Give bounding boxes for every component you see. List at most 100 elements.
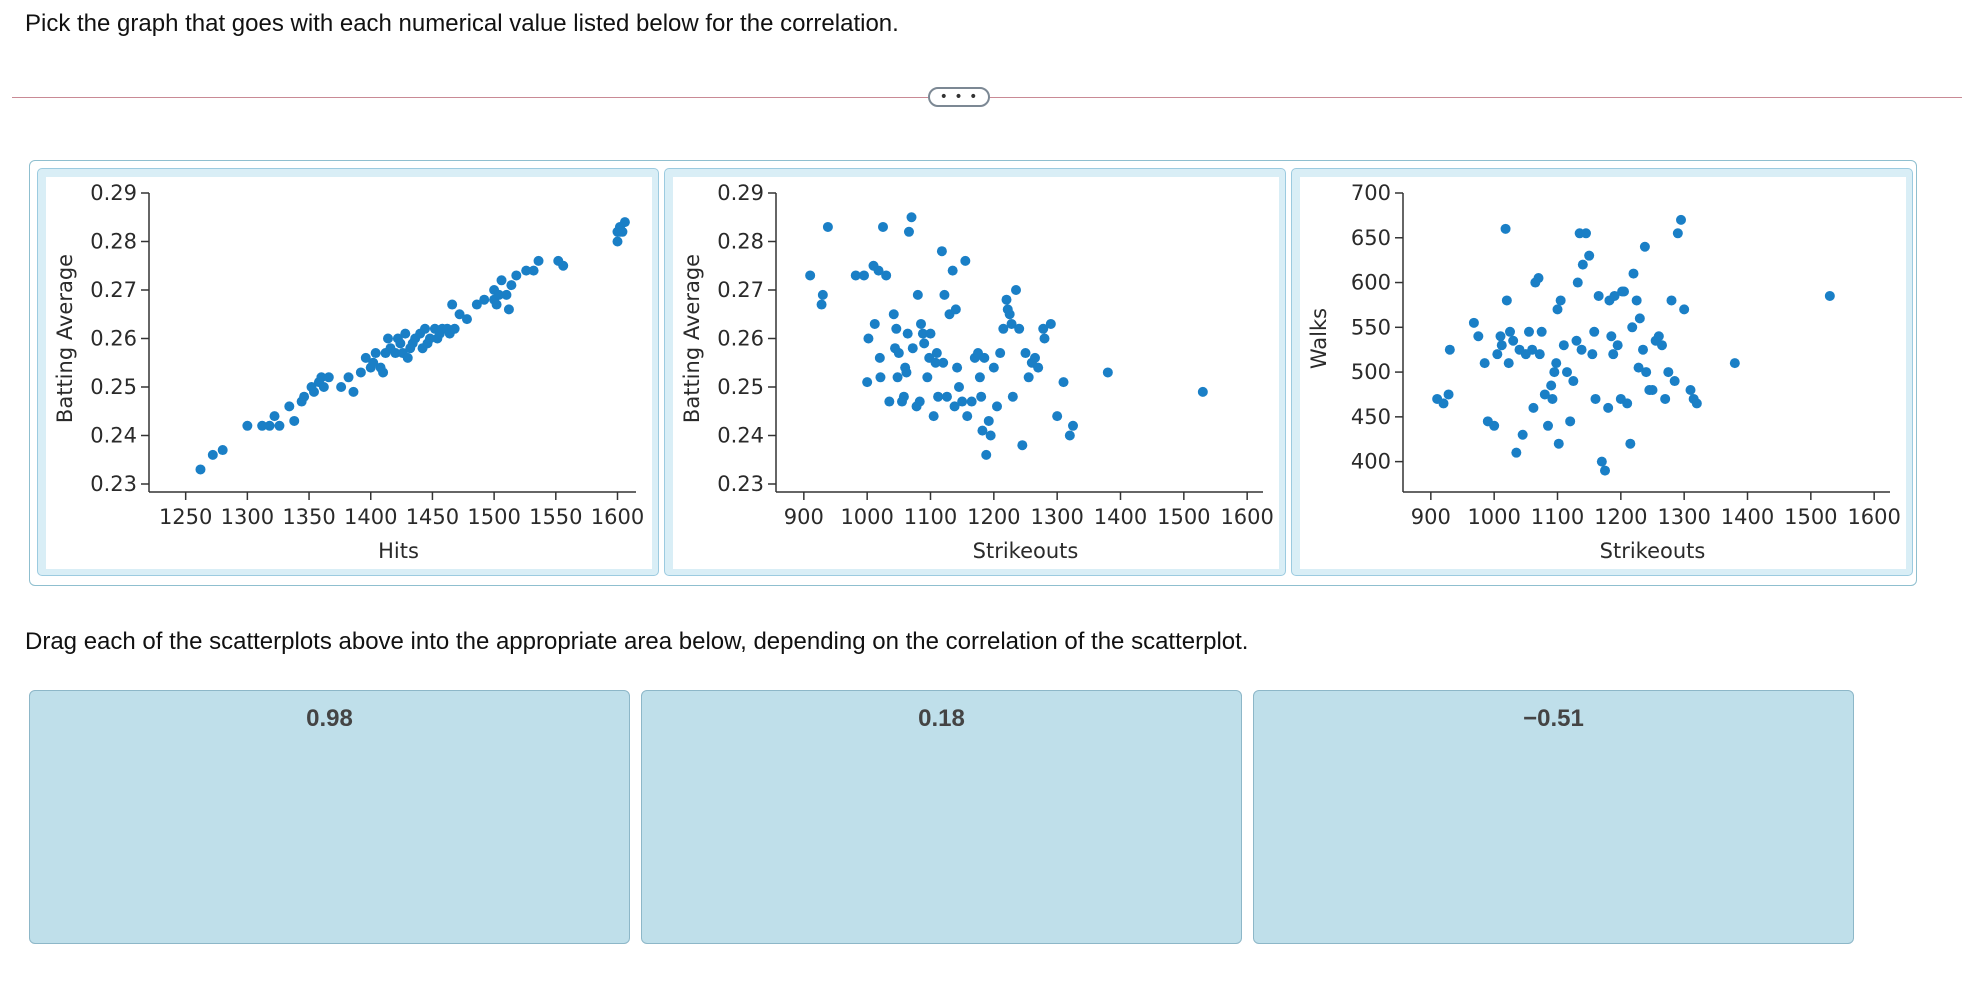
data-point — [947, 265, 958, 276]
data-point — [1500, 223, 1511, 234]
data-point — [343, 372, 354, 383]
x-tick-label: 1200 — [1594, 505, 1647, 529]
data-point — [217, 445, 228, 456]
data-point — [1068, 420, 1078, 431]
data-point — [1011, 285, 1021, 295]
data-point — [922, 372, 933, 383]
scatterplot-card-strikeouts-walks[interactable]: 400 450 500 550 600 650 700 900 1000 1100 1200 1300… — [1291, 168, 1913, 576]
y-tick-label: 0.25 — [717, 375, 764, 399]
more-options-button[interactable]: • • • — [928, 87, 990, 107]
data-point — [901, 367, 912, 378]
data-point — [521, 265, 532, 276]
data-point — [1691, 398, 1702, 409]
data-point — [1627, 322, 1638, 333]
y-tick-label: 0.23 — [90, 472, 137, 496]
data-point — [1729, 358, 1740, 369]
data-point — [207, 449, 218, 460]
data-point — [816, 299, 827, 310]
data-point — [1038, 323, 1049, 334]
data-point — [974, 372, 985, 383]
data-point — [1622, 398, 1633, 409]
y-tick-label: 0.24 — [717, 424, 764, 448]
data-point — [1553, 438, 1564, 449]
data-point — [992, 401, 1002, 412]
data-point — [1679, 304, 1690, 315]
data-point — [1539, 389, 1550, 400]
data-point — [914, 396, 925, 407]
data-point — [1468, 317, 1479, 328]
x-tick-label: 1000 — [1467, 505, 1520, 529]
data-point — [1584, 250, 1595, 261]
data-point — [1565, 416, 1576, 427]
data-point — [242, 420, 253, 431]
data-point — [1102, 367, 1113, 378]
data-point — [1634, 313, 1645, 324]
x-axis-title: Strikeouts — [1600, 539, 1706, 563]
data-point — [348, 386, 359, 397]
data-point — [891, 323, 902, 334]
data-point — [1625, 438, 1636, 449]
x-tick-label: 1600 — [1220, 505, 1273, 529]
data-point — [1033, 362, 1044, 373]
data-point — [471, 299, 482, 310]
data-point — [1608, 349, 1619, 360]
data-point — [983, 415, 994, 426]
data-point — [1647, 384, 1658, 395]
data-point — [1508, 335, 1519, 346]
data-point — [954, 382, 964, 392]
data-point — [873, 265, 884, 276]
data-point — [1603, 402, 1614, 413]
data-point — [360, 352, 371, 363]
data-point — [888, 309, 899, 320]
data-point — [1496, 340, 1507, 351]
data-point — [1007, 391, 1018, 402]
data-point — [912, 289, 923, 300]
data-point — [449, 323, 460, 334]
data-point — [395, 338, 406, 349]
drop-zone-2[interactable]: 0.18 — [641, 690, 1242, 944]
data-point — [1058, 377, 1069, 388]
drop-zone-3[interactable]: −0.51 — [1253, 690, 1854, 944]
data-point — [1534, 349, 1545, 360]
x-tick-label: 1300 — [1030, 505, 1083, 529]
data-point — [1657, 340, 1667, 351]
x-tick-label: 1300 — [221, 505, 274, 529]
y-axis-title: Walks — [1307, 308, 1331, 369]
data-point — [822, 221, 833, 232]
data-point — [1528, 402, 1539, 413]
x-axis-title: Hits — [378, 539, 419, 563]
data-point — [817, 289, 828, 300]
y-tick-label: 450 — [1351, 405, 1391, 429]
data-point — [370, 348, 381, 359]
data-point — [503, 304, 514, 315]
x-tick-label: 1500 — [1157, 505, 1210, 529]
data-point — [862, 377, 873, 388]
data-point — [383, 333, 394, 344]
data-point — [995, 348, 1006, 359]
data-point — [1045, 318, 1056, 329]
data-point — [805, 270, 816, 281]
data-point — [1619, 286, 1629, 297]
drop-zone-1[interactable]: 0.98 — [29, 690, 630, 944]
data-point — [1533, 273, 1544, 284]
data-point — [1555, 295, 1566, 306]
drop-zone-label: 0.18 — [918, 705, 965, 732]
y-tick-label: 400 — [1351, 450, 1391, 474]
x-tick-label: 1400 — [1721, 505, 1774, 529]
data-point — [1590, 393, 1601, 404]
data-point — [881, 270, 892, 281]
y-tick-label: 0.25 — [90, 375, 137, 399]
y-tick-label: 0.29 — [90, 181, 137, 205]
data-point — [1600, 465, 1610, 476]
data-point — [988, 362, 999, 373]
scatterplot-card-strikeouts-avg[interactable]: 0.23 0.24 0.25 0.26 0.27 0.28 0.29 900 1000 1100 1… — [664, 168, 1286, 576]
data-point — [1438, 398, 1449, 409]
data-point — [1660, 393, 1671, 404]
data-point — [1473, 331, 1484, 342]
y-tick-label: 550 — [1351, 315, 1391, 339]
data-point — [869, 318, 880, 329]
data-point — [998, 323, 1009, 334]
scatterplot-card-hits[interactable]: 0.23 0.24 0.25 0.26 0.27 0.28 0.29 1250 1300 1350… — [37, 168, 659, 576]
y-axis-title: Batting Average — [680, 254, 704, 423]
data-point — [1549, 367, 1560, 378]
